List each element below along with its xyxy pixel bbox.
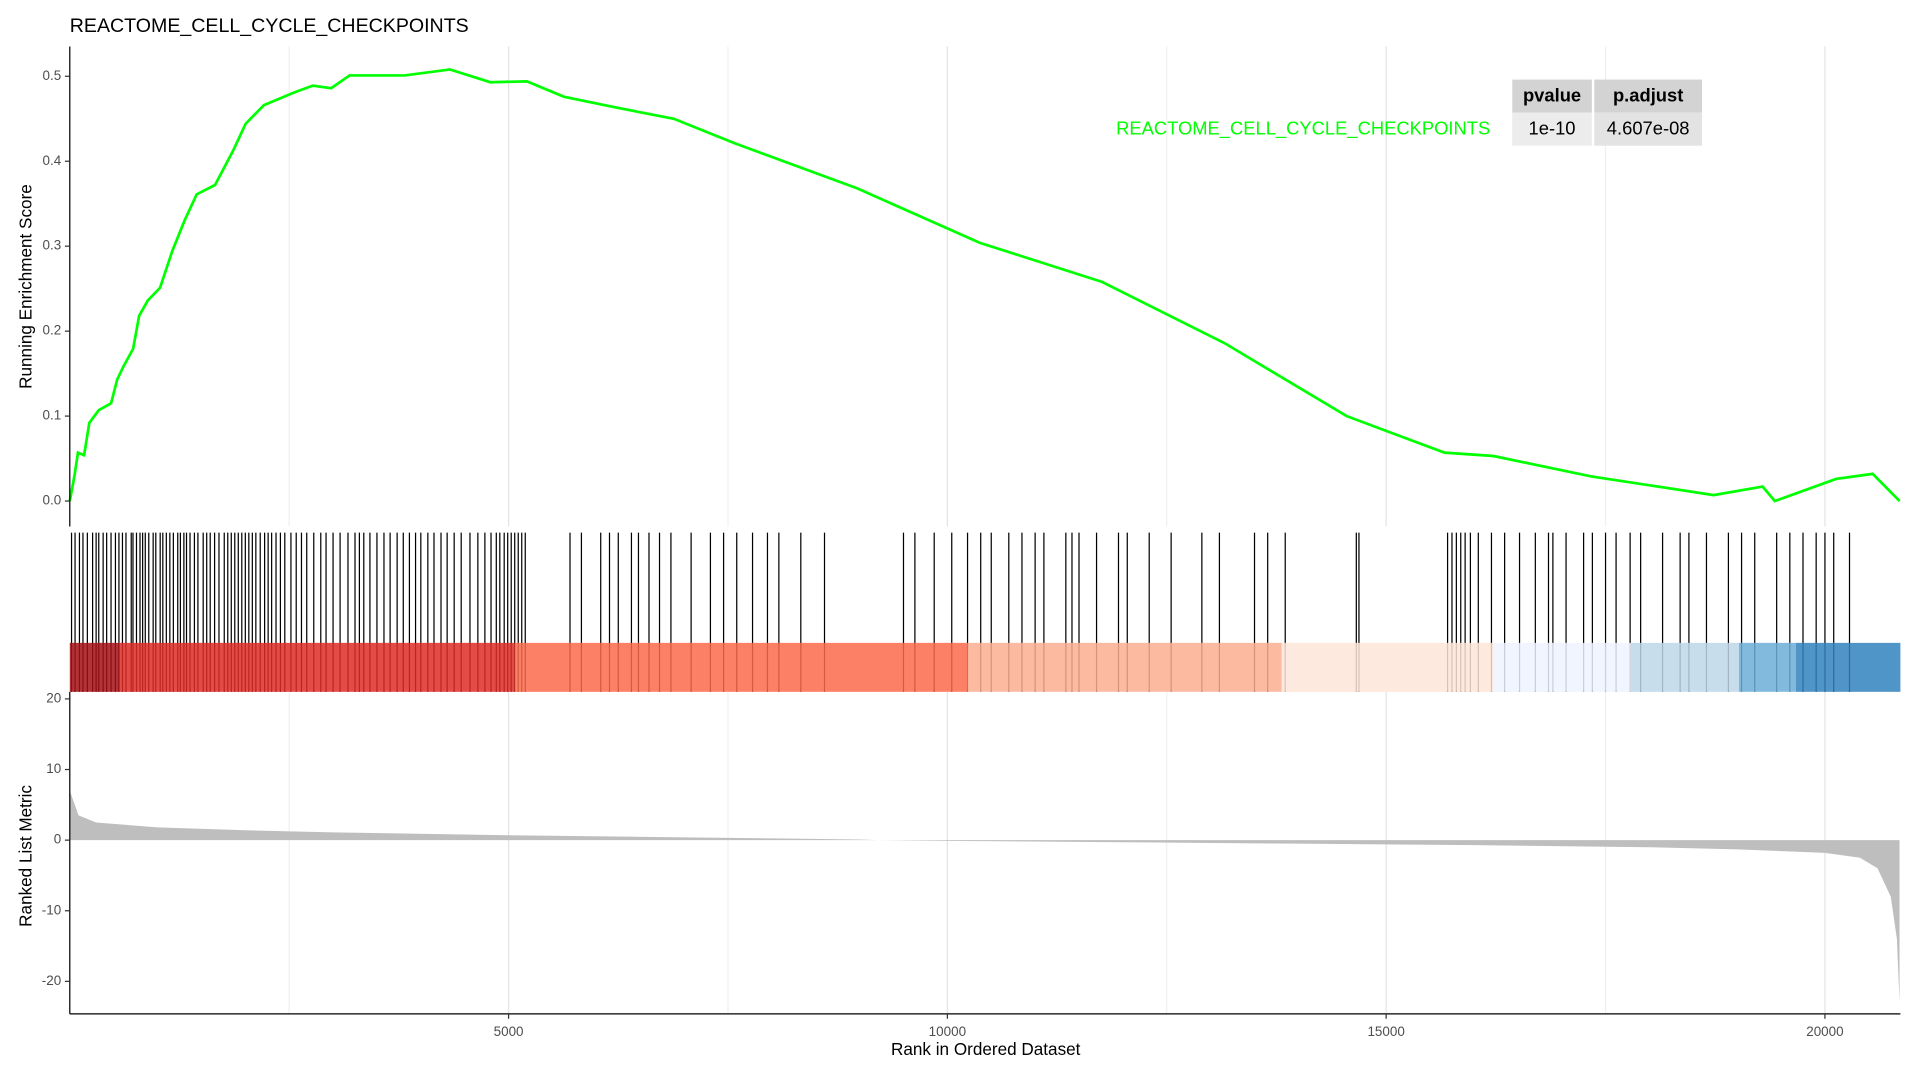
y-tick-label: 0.4 [43,153,62,168]
y-tick-label: 10 [46,761,61,776]
y-tick-label: 0.2 [43,323,62,338]
rank-band [1795,642,1901,692]
rank-band [119,642,515,692]
table-cell [1594,112,1703,146]
rank-band [1630,642,1739,692]
x-axis-label: Rank in Ordered Dataset [891,1039,1081,1059]
x-tick-label: 15000 [1367,1024,1404,1039]
table-header-cell [1594,79,1703,113]
rank-band [514,642,968,692]
rank-band [69,642,120,692]
y-tick-label: 0 [54,832,61,847]
x-tick-label: 5000 [494,1024,524,1039]
metric-area [69,790,1900,1003]
y-tick-label: -20 [42,973,61,988]
y-tick-label: 0.0 [43,493,62,508]
table-value: 1e-10 [1529,118,1576,139]
table-header: p.adjust [1613,85,1683,106]
es-line [68,68,1901,503]
y-tick-label: 0.3 [43,238,62,253]
table-cell [1512,112,1592,146]
rank-band [1281,642,1494,692]
chart-title: REACTOME_CELL_CYCLE_CHECKPOINTS [70,15,469,37]
rank-band [1738,642,1796,692]
plot-area [68,68,1901,1003]
y-axis-label: Running Enrichment Score [15,184,35,389]
rank-band [967,642,1282,692]
y-axis-label: Ranked List Metric [15,785,35,927]
y-tick-label: 0.1 [43,408,62,423]
table-value: 4.607e-08 [1607,118,1690,139]
rank-band [1493,642,1631,692]
y-tick-label: 20 [46,690,61,705]
grid [288,46,1826,1014]
x-tick-label: 10000 [929,1024,966,1039]
legend-label: REACTOME_CELL_CYCLE_CHECKPOINTS [1116,118,1490,140]
y-tick-label: -10 [42,902,61,917]
table-header: pvalue [1523,85,1581,106]
y-tick-label: 0.5 [43,68,62,83]
x-tick-label: 20000 [1806,1024,1843,1039]
table-header-cell [1512,79,1592,113]
